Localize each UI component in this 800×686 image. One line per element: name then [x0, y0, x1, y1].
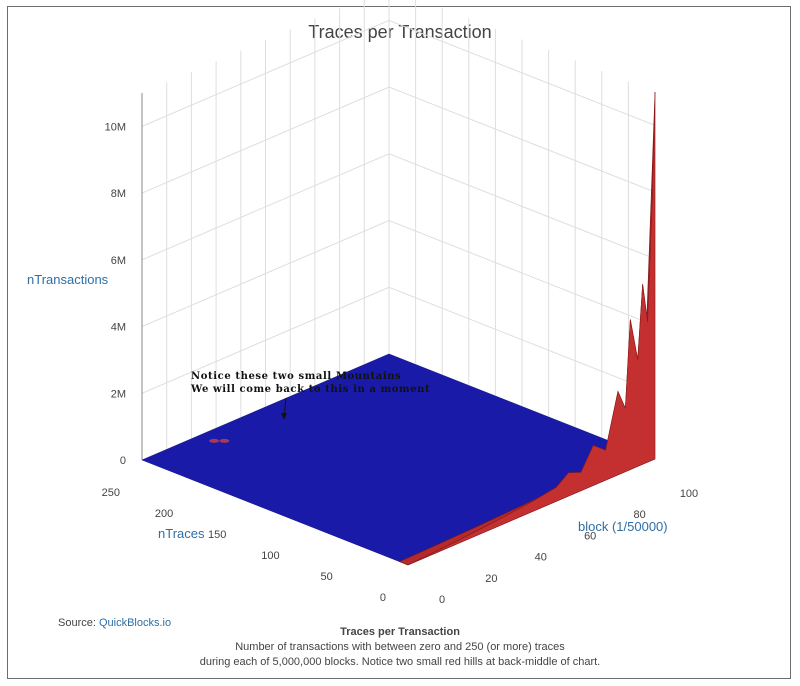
grid-line — [141, 220, 656, 328]
small-hill — [219, 438, 230, 443]
z-tick-label: 4M — [111, 322, 126, 334]
source-link[interactable]: QuickBlocks.io — [98, 617, 172, 629]
grid-line — [141, 286, 656, 394]
z-tick-label: 2M — [111, 388, 126, 400]
annotation-arrow-head — [281, 413, 287, 420]
grid-lines — [141, 0, 656, 461]
y-tick-label: 150 — [208, 529, 226, 541]
grid-line — [141, 86, 656, 194]
grid-line — [141, 19, 656, 127]
z-tick-label: 10M — [105, 121, 126, 133]
y-tick-label: 250 — [102, 487, 120, 499]
x-tick-label: 80 — [633, 509, 645, 521]
x-axis-title: block (1/50000) — [578, 519, 668, 534]
x-tick-label: 20 — [485, 573, 497, 585]
z-tick-label: 0 — [120, 455, 126, 467]
z-tick-label: 6M — [111, 255, 126, 267]
z-tick-label: 8M — [111, 188, 126, 200]
caption: Traces per Transaction Number of transac… — [0, 625, 800, 670]
caption-line-1: Number of transactions with between zero… — [235, 641, 565, 653]
x-tick-label: 60 — [584, 530, 596, 542]
caption-line-2: during each of 5,000,000 blocks. Notice … — [199, 656, 601, 668]
chart-title: Traces per Transaction — [308, 22, 492, 42]
surface-mesh — [141, 91, 656, 566]
annotation-line-1: Notice these two small Mountains — [191, 371, 401, 382]
small-hill — [209, 438, 220, 443]
source-note: Source: QuickBlocks.io — [58, 617, 171, 629]
chart-frame — [7, 6, 791, 679]
axis-labels: 0 2M 4M 6M 8M 10M 0 50 100 150 200 250 0 20 40 60 80 100 — [102, 121, 699, 606]
y-tick-label: 50 — [321, 571, 333, 583]
y-axis-title: nTraces — [158, 526, 205, 541]
grid-line — [141, 153, 656, 261]
annotation: Notice these two small Mountains We will… — [190, 371, 430, 420]
surface-ridge-front — [407, 91, 656, 566]
annotation-line-2: We will come back to this in a moment — [190, 384, 430, 395]
z-axis-title: nTransactions — [27, 272, 109, 287]
y-tick-label: 200 — [155, 508, 173, 520]
caption-title: Traces per Transaction — [340, 626, 460, 638]
x-tick-label: 40 — [535, 552, 547, 564]
x-tick-label: 100 — [680, 488, 698, 500]
y-tick-label: 0 — [380, 592, 386, 604]
y-tick-label: 100 — [261, 550, 279, 562]
x-tick-label: 0 — [439, 594, 445, 606]
source-prefix: Source: — [58, 617, 99, 629]
